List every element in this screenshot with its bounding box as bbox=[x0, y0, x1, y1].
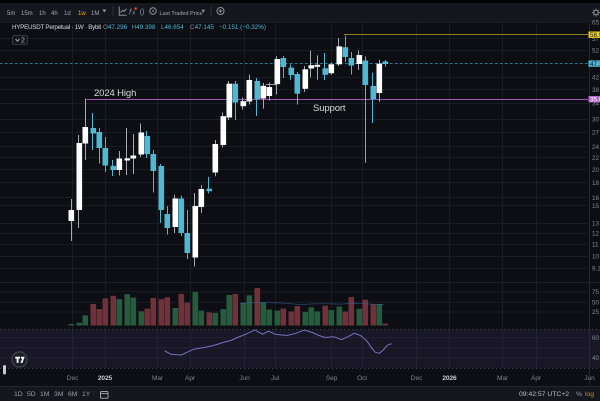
svg-text:16: 16 bbox=[592, 195, 600, 202]
svg-text:Apr: Apr bbox=[185, 375, 196, 382]
svg-text:25: 25 bbox=[592, 309, 600, 316]
svg-text:60: 60 bbox=[592, 335, 600, 342]
svg-text:24: 24 bbox=[592, 144, 600, 151]
svg-text:50: 50 bbox=[592, 300, 600, 307]
svg-text:Mar: Mar bbox=[152, 375, 164, 382]
svg-text:12: 12 bbox=[592, 231, 600, 238]
svg-text:30: 30 bbox=[592, 116, 600, 123]
svg-text:40: 40 bbox=[592, 355, 600, 362]
svg-text:18: 18 bbox=[592, 180, 600, 187]
svg-text:15: 15 bbox=[592, 203, 600, 210]
svg-text:2025: 2025 bbox=[98, 375, 113, 382]
svg-text:58.9: 58.9 bbox=[590, 32, 600, 39]
svg-text:(): () bbox=[140, 7, 145, 16]
svg-text:20: 20 bbox=[592, 167, 600, 174]
svg-text:Dec: Dec bbox=[67, 375, 79, 382]
svg-text:22: 22 bbox=[592, 155, 600, 162]
svg-text:11: 11 bbox=[592, 242, 599, 249]
svg-text:Dec: Dec bbox=[411, 375, 423, 382]
svg-text:10: 10 bbox=[592, 254, 600, 261]
svg-text:Oct: Oct bbox=[357, 375, 367, 382]
svg-text:9.1: 9.1 bbox=[592, 265, 600, 272]
svg-text:2026: 2026 bbox=[442, 375, 457, 382]
svg-text:52: 52 bbox=[592, 48, 600, 55]
svg-text:x: x bbox=[132, 11, 135, 17]
svg-text:47.1: 47.1 bbox=[590, 61, 600, 68]
svg-text:75: 75 bbox=[592, 289, 600, 296]
svg-text:Jul: Jul bbox=[271, 375, 280, 382]
svg-text:35.0: 35.0 bbox=[590, 97, 600, 104]
svg-text:Jun: Jun bbox=[584, 375, 595, 382]
svg-text:42: 42 bbox=[592, 74, 600, 81]
svg-text:Apr: Apr bbox=[531, 375, 542, 382]
svg-text:Jun: Jun bbox=[239, 375, 250, 382]
svg-text:13: 13 bbox=[592, 221, 600, 228]
svg-text:Mar: Mar bbox=[497, 375, 509, 382]
svg-text:Sep: Sep bbox=[326, 375, 338, 382]
svg-text:27: 27 bbox=[592, 130, 600, 137]
svg-text:2: 2 bbox=[21, 37, 25, 44]
svg-text:38: 38 bbox=[592, 87, 600, 94]
svg-text:65: 65 bbox=[592, 20, 600, 27]
